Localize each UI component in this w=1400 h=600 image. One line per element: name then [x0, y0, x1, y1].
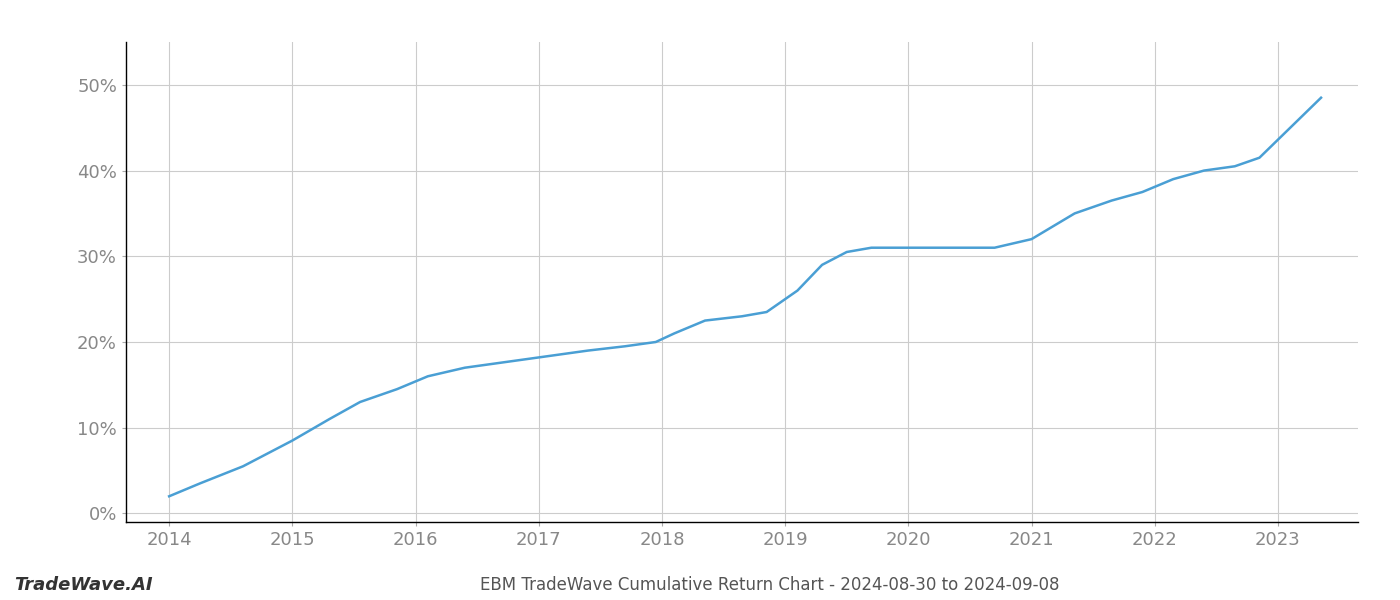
Text: EBM TradeWave Cumulative Return Chart - 2024-08-30 to 2024-09-08: EBM TradeWave Cumulative Return Chart - … — [480, 576, 1060, 594]
Text: TradeWave.AI: TradeWave.AI — [14, 576, 153, 594]
